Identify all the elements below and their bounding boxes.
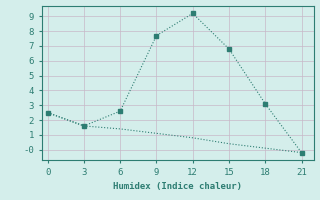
X-axis label: Humidex (Indice chaleur): Humidex (Indice chaleur) bbox=[113, 182, 242, 191]
